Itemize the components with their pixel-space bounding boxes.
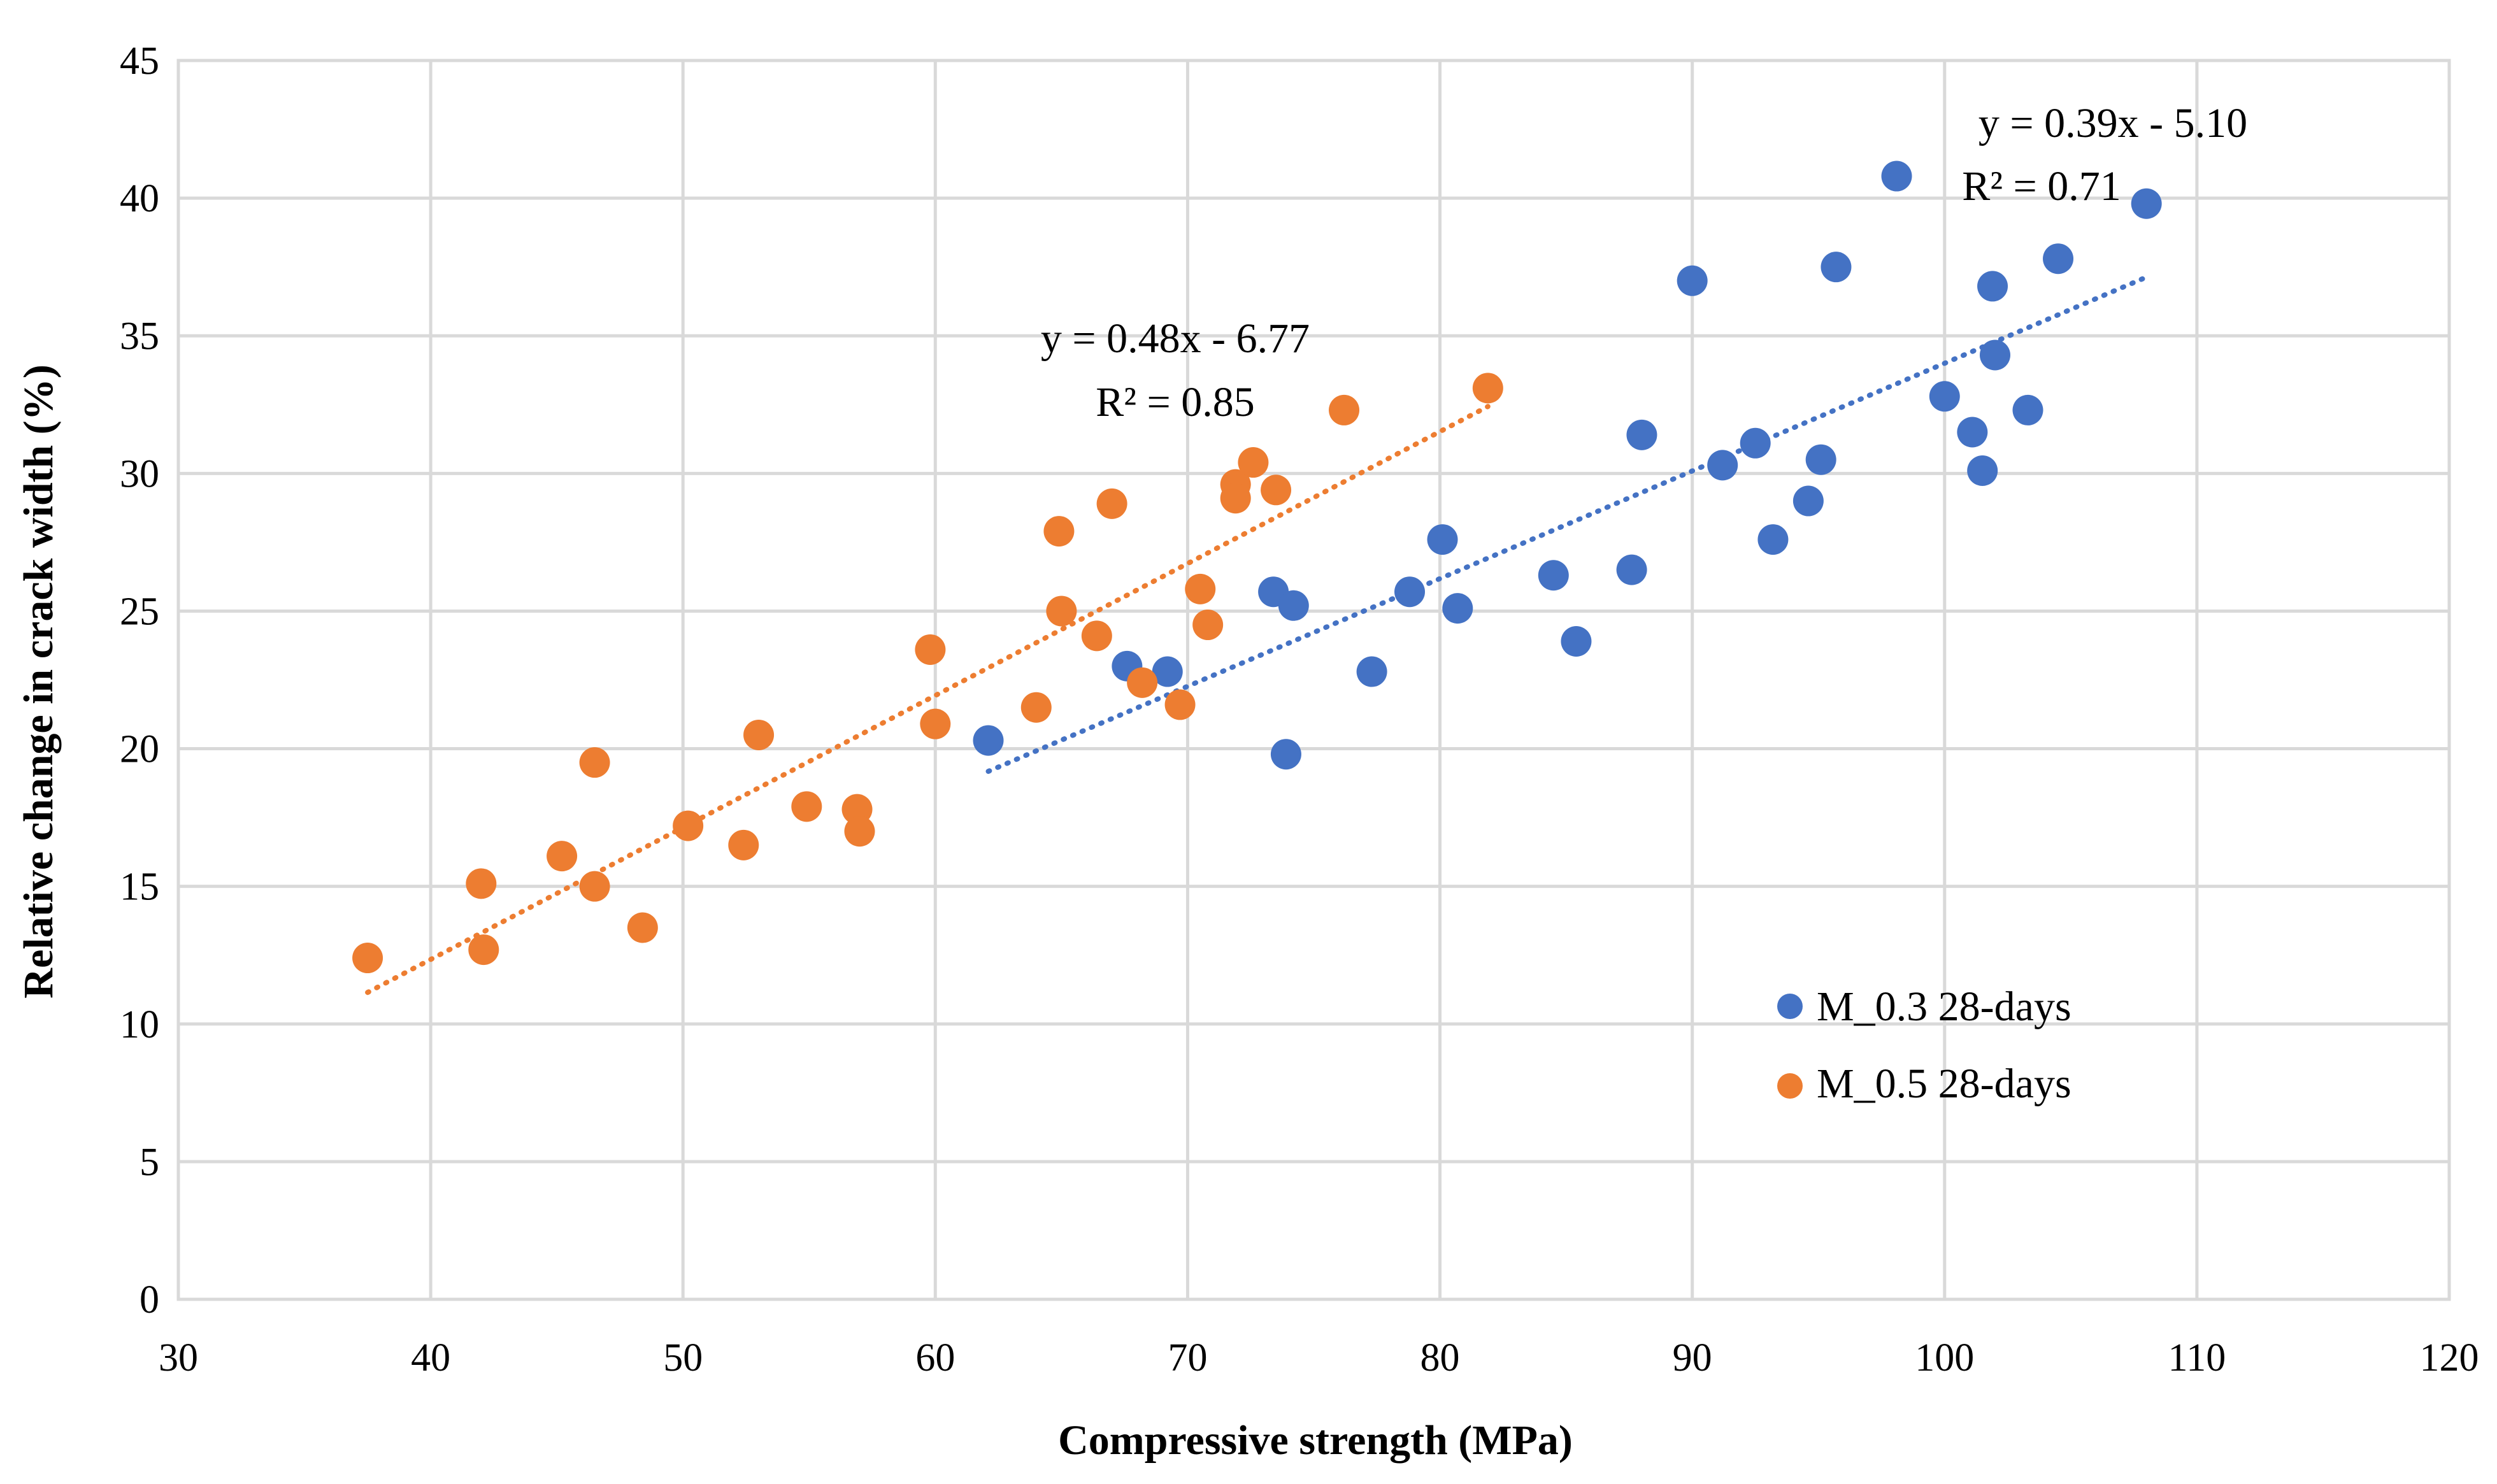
data-point-series-1 bbox=[915, 634, 946, 665]
trendline-annotations: y = 0.39x - 5.10 R² = 0.71 y = 0.48x - 6… bbox=[1041, 100, 2247, 425]
y-tick-label: 20 bbox=[120, 728, 159, 771]
legend: M_0.3 28-days M_0.5 28-days bbox=[1777, 983, 2071, 1107]
blue-trend-equation: y = 0.39x - 5.10 bbox=[1978, 100, 2247, 146]
legend-marker-m05 bbox=[1777, 1073, 1803, 1099]
orange-trend-equation: y = 0.48x - 6.77 bbox=[1041, 315, 1310, 362]
data-point-series-0 bbox=[1616, 554, 1647, 585]
blue-trend-r2: R² = 0.71 bbox=[1962, 163, 2121, 210]
data-point-series-1 bbox=[1020, 692, 1052, 723]
data-point-series-0 bbox=[2012, 394, 2043, 425]
data-point-series-1 bbox=[627, 912, 658, 943]
data-point-series-0 bbox=[1740, 427, 1771, 459]
legend-label-m05: M_0.5 28-days bbox=[1817, 1060, 2071, 1107]
data-point-series-1 bbox=[466, 868, 497, 899]
data-point-series-1 bbox=[1127, 667, 1158, 698]
tick-labels: 0 5 10 15 20 25 30 35 40 45 30 40 50 60 70 80 90 100 110 12… bbox=[120, 39, 2479, 1380]
y-tick-label: 15 bbox=[120, 866, 159, 909]
data-point-series-0 bbox=[1757, 524, 1789, 555]
data-point-series-0 bbox=[1626, 419, 1657, 450]
trendlines bbox=[365, 275, 2149, 995]
y-tick-label: 35 bbox=[120, 315, 159, 358]
y-tick-label: 25 bbox=[120, 590, 159, 633]
y-tick-label: 40 bbox=[120, 177, 159, 220]
data-point-series-1 bbox=[1329, 394, 1360, 425]
data-point-series-1 bbox=[1096, 488, 1127, 519]
y-tick-label: 30 bbox=[120, 452, 159, 496]
x-tick-label: 100 bbox=[1915, 1336, 1974, 1380]
data-point-series-0 bbox=[1977, 271, 2008, 302]
data-point-series-0 bbox=[1929, 381, 1960, 412]
x-tick-label: 50 bbox=[663, 1336, 703, 1380]
y-axis-title: Relative change in crack width (%) bbox=[15, 364, 62, 998]
y-tick-label: 45 bbox=[120, 39, 159, 83]
data-point-series-0 bbox=[1805, 444, 1836, 475]
data-point-series-0 bbox=[2043, 243, 2074, 275]
x-tick-label: 60 bbox=[915, 1336, 955, 1380]
data-point-series-0 bbox=[1561, 625, 1592, 657]
data-point-series-1 bbox=[1192, 610, 1224, 641]
data-point-series-1 bbox=[579, 871, 610, 902]
data-point-series-0 bbox=[1967, 455, 1998, 487]
data-point-series-0 bbox=[1881, 161, 1912, 192]
data-point-series-0 bbox=[1394, 576, 1426, 608]
legend-marker-m03 bbox=[1777, 994, 1803, 1019]
orange-trend-r2: R² = 0.85 bbox=[1096, 379, 1255, 425]
data-point-series-0 bbox=[1677, 265, 1708, 296]
y-tick-label: 5 bbox=[140, 1141, 159, 1184]
data-point-series-1 bbox=[673, 810, 704, 841]
x-tick-label: 90 bbox=[1673, 1336, 1712, 1380]
data-point-series-1 bbox=[1185, 573, 1216, 604]
data-point-series-1 bbox=[468, 934, 499, 966]
data-point-series-1 bbox=[352, 943, 383, 974]
data-point-series-1 bbox=[1081, 620, 1112, 652]
data-point-series-1 bbox=[1164, 689, 1196, 720]
data-point-series-0 bbox=[1152, 656, 1183, 687]
data-point-series-0 bbox=[1707, 450, 1738, 481]
x-tick-label: 80 bbox=[1420, 1336, 1460, 1380]
trendline-series-1 bbox=[365, 404, 1491, 995]
data-point-series-0 bbox=[1442, 593, 1473, 624]
legend-label-m03: M_0.3 28-days bbox=[1817, 983, 2071, 1030]
data-point-series-1 bbox=[1238, 447, 1269, 478]
x-tick-label: 110 bbox=[2168, 1336, 2226, 1380]
data-point-series-1 bbox=[579, 747, 610, 778]
data-point-series-1 bbox=[844, 816, 875, 847]
trendline-series-0 bbox=[985, 275, 2149, 774]
data-point-series-1 bbox=[920, 708, 951, 739]
data-point-series-1 bbox=[1043, 516, 1075, 547]
y-tick-label: 0 bbox=[140, 1278, 159, 1322]
data-point-series-0 bbox=[1427, 524, 1458, 555]
data-point-series-0 bbox=[1270, 739, 1301, 770]
data-point-series-0 bbox=[1538, 560, 1569, 591]
data-points bbox=[352, 161, 2162, 974]
data-point-series-0 bbox=[1957, 417, 1988, 448]
data-point-series-1 bbox=[728, 829, 759, 860]
data-point-series-1 bbox=[743, 719, 775, 750]
x-tick-label: 40 bbox=[411, 1336, 450, 1380]
data-point-series-0 bbox=[1821, 252, 1852, 283]
x-axis-title: Compressive strength (MPa) bbox=[1058, 1417, 1573, 1464]
data-point-series-0 bbox=[1792, 485, 1824, 517]
data-point-series-1 bbox=[1046, 596, 1077, 627]
y-tick-label: 10 bbox=[120, 1003, 159, 1046]
data-point-series-0 bbox=[1356, 656, 1387, 687]
data-point-series-1 bbox=[1472, 373, 1503, 404]
data-point-series-0 bbox=[1278, 590, 1309, 621]
grid-layer bbox=[176, 59, 2451, 1301]
x-tick-label: 30 bbox=[159, 1336, 198, 1380]
data-point-series-1 bbox=[1220, 483, 1251, 514]
x-tick-label: 120 bbox=[2420, 1336, 2479, 1380]
data-point-series-1 bbox=[1261, 474, 1292, 506]
data-point-series-0 bbox=[973, 725, 1004, 756]
data-point-series-1 bbox=[791, 791, 822, 822]
x-tick-label: 70 bbox=[1168, 1336, 1207, 1380]
data-point-series-0 bbox=[2131, 188, 2162, 219]
data-point-series-0 bbox=[1980, 339, 2010, 371]
data-point-series-1 bbox=[547, 841, 578, 872]
plot-frame bbox=[176, 59, 2451, 1301]
